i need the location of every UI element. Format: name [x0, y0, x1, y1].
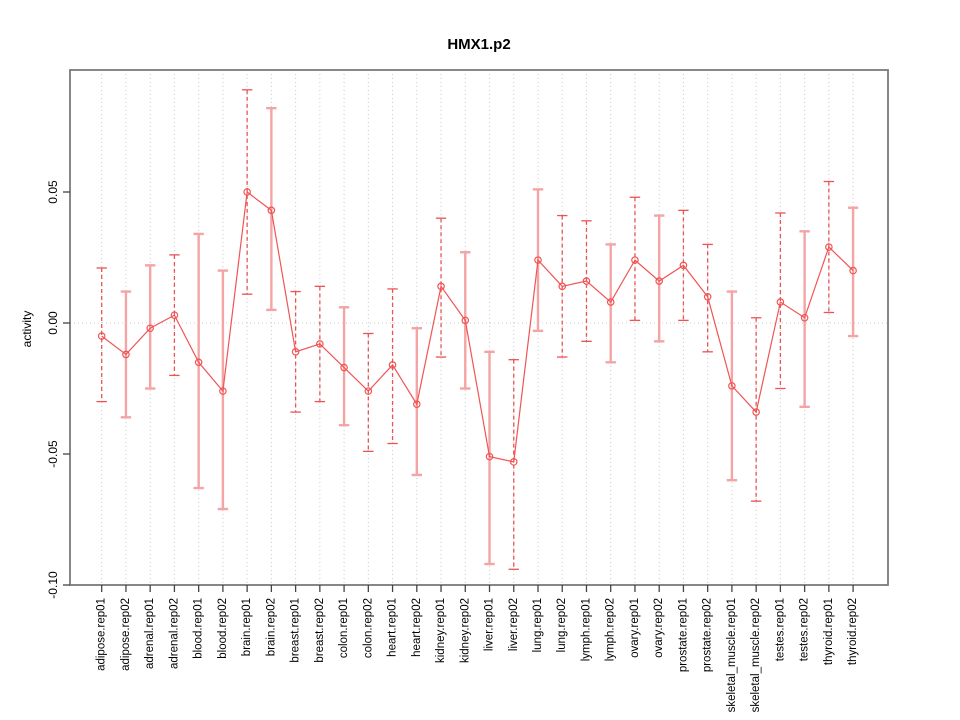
x-tick-label: thyroid.rep02: [847, 598, 859, 665]
x-tick-label: adrenal.rep01: [144, 598, 156, 669]
data-point: [388, 361, 397, 369]
data-point: [364, 387, 373, 395]
data-point: [316, 340, 324, 348]
data-point: [703, 292, 712, 301]
x-tick-label: adipose.rep02: [120, 598, 132, 671]
data-point: [267, 206, 276, 215]
data-point: [606, 298, 615, 306]
data-point: [291, 348, 300, 356]
x-tick-label: lymph.rep01: [580, 598, 592, 661]
x-tick-label: brain.rep01: [241, 598, 253, 656]
data-point: [122, 350, 130, 359]
x-tick-label: thyroid.rep01: [823, 598, 835, 665]
data-point: [146, 324, 154, 333]
y-tick-label: -0.05: [46, 440, 60, 468]
plot-border: [69, 69, 889, 586]
data-point: [243, 188, 251, 196]
x-tick-label: kidney.rep01: [435, 598, 447, 663]
data-point: [631, 256, 639, 264]
x-tick-label: brain.rep02: [265, 598, 277, 656]
x-tick-label: heart.rep02: [411, 598, 423, 657]
chart-title: HMX1.p2: [447, 36, 511, 53]
x-tick-label: breast.rep02: [314, 598, 326, 663]
x-tick-label: blood.rep02: [217, 598, 229, 659]
x-tick-label: lung.rep02: [556, 598, 568, 652]
y-axis: 0.05 0.00 -0.05 -0.10: [46, 180, 70, 599]
data-point: [340, 363, 348, 372]
data-point: [437, 282, 445, 291]
data-point: [849, 266, 857, 275]
x-tick-label: testes.rep02: [799, 598, 811, 661]
x-tick-label: colon.rep02: [362, 598, 374, 658]
data-point: [509, 458, 518, 466]
data-point: [413, 400, 421, 409]
y-tick-label: 0.05: [46, 180, 60, 204]
x-tick-label: colon.rep01: [338, 598, 350, 658]
data-point: [461, 316, 470, 325]
data-point: [800, 313, 809, 322]
data-point: [655, 277, 663, 285]
x-tick-label: blood.rep01: [193, 598, 205, 659]
x-tick-label: prostate.rep02: [702, 598, 714, 672]
x-tick-label: adrenal.rep02: [168, 598, 180, 669]
x-tick-label: skeletal_muscle.rep01: [726, 598, 738, 712]
y-tick-label: -0.10: [46, 571, 60, 599]
x-tick-label: lymph.rep02: [605, 598, 617, 661]
data-point: [825, 243, 833, 251]
data-point: [485, 452, 494, 461]
x-tick-label: breast.rep01: [290, 598, 302, 663]
x-tick-label: kidney.rep02: [459, 598, 471, 663]
gridlines: [101, 70, 854, 585]
data-point: [534, 256, 542, 264]
data-point: [679, 261, 688, 270]
series-line: [101, 190, 854, 463]
data-point: [752, 408, 760, 416]
x-tick-label: skeletal_muscle.rep02: [750, 598, 762, 712]
x-tick-label: testes.rep01: [774, 598, 786, 661]
data-points: [97, 188, 857, 466]
x-tick-label: liver.rep01: [484, 598, 496, 651]
y-tick-label: 0.00: [46, 311, 60, 335]
x-tick-label: liver.rep02: [508, 598, 520, 651]
error-bars: [96, 89, 859, 570]
x-tick-label: prostate.rep01: [677, 598, 689, 672]
data-point: [582, 277, 591, 285]
x-tick-label: ovary.rep02: [653, 598, 665, 658]
x-tick-label: heart.rep01: [387, 598, 399, 657]
data-point: [728, 382, 736, 390]
x-tick-label: ovary.rep01: [629, 598, 641, 658]
data-point: [97, 332, 106, 340]
x-tick-label: lung.rep01: [532, 598, 544, 652]
data-point: [194, 358, 203, 367]
data-point: [776, 298, 785, 306]
x-tick-label: adipose.rep01: [96, 598, 108, 671]
data-point: [170, 311, 179, 319]
x-axis: adipose.rep01 adipose.rep02 adrenal.rep01 a…: [96, 585, 859, 712]
data-point: [558, 282, 567, 291]
data-point: [219, 387, 227, 395]
